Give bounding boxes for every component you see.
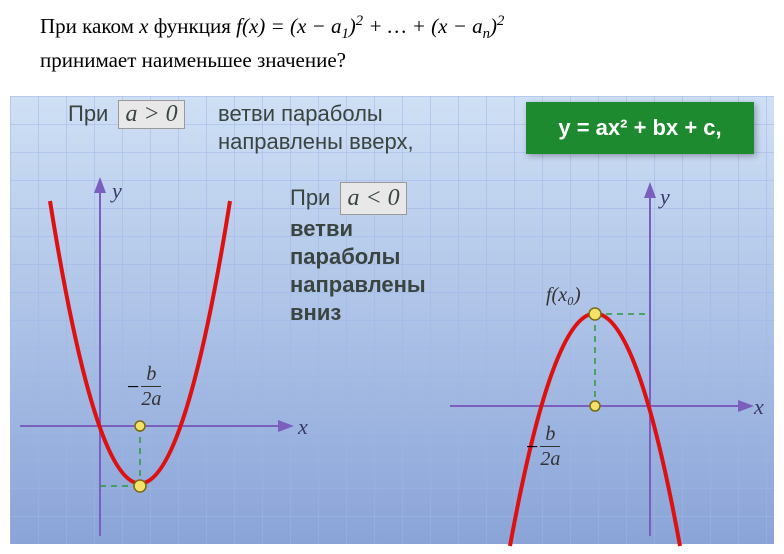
close-paren: ) <box>349 14 356 38</box>
sq: 2 <box>356 13 363 29</box>
frac-num: b <box>540 424 560 447</box>
frac-den: 2a <box>141 387 161 409</box>
sq2: 2 <box>497 13 504 29</box>
fx0-label: f(x₀) <box>546 284 581 307</box>
question-text: При каком x функция f(x) = (x − a1)2 + …… <box>0 0 784 83</box>
cond-a-positive-pri: При a > 0 <box>68 100 189 129</box>
frac-den: 2a <box>540 447 560 469</box>
neg-sign: − <box>526 434 538 459</box>
quadratic-formula: y = ax² + bx + c, <box>558 115 721 141</box>
vertex-point <box>134 480 146 492</box>
mid: + … + (x − a <box>368 14 482 38</box>
diagram-area: При a > 0 ветви параболы направлены ввер… <box>10 96 774 544</box>
vertex-point <box>589 308 601 320</box>
note-up-l1: ветви параболы <box>218 101 383 126</box>
x-axis-label: x <box>298 414 308 440</box>
x-axis-label: x <box>754 394 764 420</box>
plot-left-svg <box>20 166 380 536</box>
plot-right-svg <box>450 166 770 536</box>
var-x: x <box>139 14 148 38</box>
x-intercept-point <box>590 401 600 411</box>
frac-num: b <box>141 364 161 387</box>
y-axis-label: y <box>660 184 670 210</box>
fn-start: f(x) = (x − a <box>236 14 341 38</box>
q-part: функция <box>154 14 236 38</box>
vertex-x-label: −b2a <box>127 364 161 409</box>
vertex-x-label: −b2a <box>526 424 560 469</box>
x-intercept-point <box>135 421 145 431</box>
y-axis-label: y <box>112 178 122 204</box>
neg-sign: − <box>127 374 139 399</box>
close-paren2: ) <box>490 14 497 38</box>
note-branches-up: ветви параболы направлены вверх, <box>218 100 414 155</box>
sub1: 1 <box>341 26 348 42</box>
cond-a-positive: a > 0 <box>118 100 184 129</box>
note-up-l2: направлены вверх, <box>218 129 414 154</box>
page: При каком x функция f(x) = (x − a1)2 + …… <box>0 0 784 554</box>
subn: n <box>483 26 490 42</box>
quadratic-formula-box: y = ax² + bx + c, <box>526 102 754 154</box>
plot-a-negative: y x f(x₀) −b2a <box>450 166 770 536</box>
q-line2: принимает наименьшее значение? <box>40 48 346 72</box>
pri-label: При <box>68 101 108 126</box>
plot-a-positive: y x −b2a <box>20 166 380 536</box>
q-part: При каком <box>40 14 139 38</box>
